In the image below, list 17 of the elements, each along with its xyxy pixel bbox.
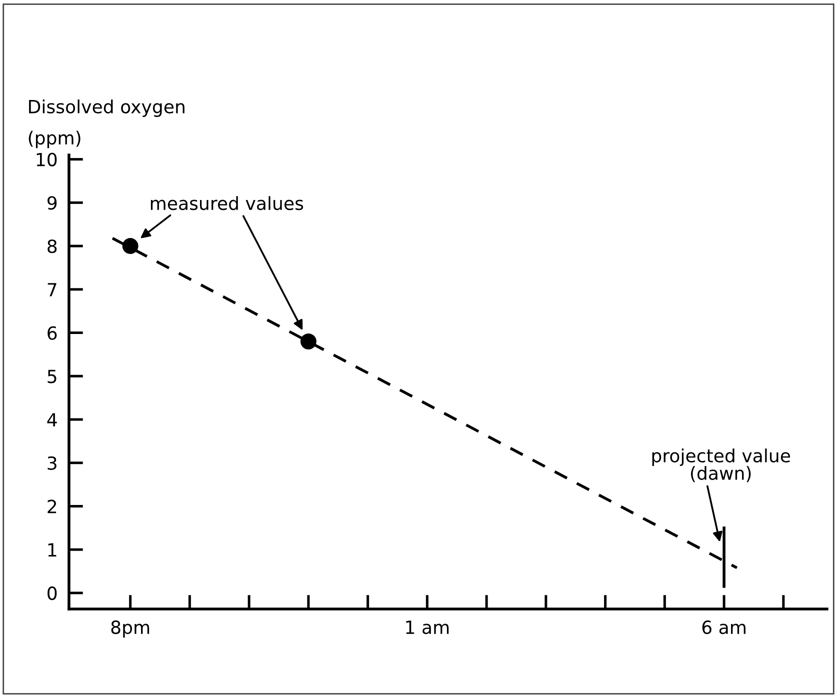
x-tick-label: 6 am [702,620,746,634]
y-tick-label: 9 [48,196,57,210]
y-axis-title: Dissolved oxygen (ppm) [28,99,184,148]
y-tick-label: 3 [48,456,56,470]
annotation: projected value (dawn) [652,448,790,482]
y-tick-label: 0 [48,586,57,600]
y-tick-label: 1 [48,543,56,556]
y-tick-label: 5 [48,370,56,384]
y-tick-label: 8 [48,239,57,254]
y-tick-label: 4 [47,413,57,426]
annotation: measured values [150,196,304,210]
x-tick-label: 8pm [111,620,150,638]
y-tick-label: 7 [48,283,56,296]
y-tick-label: 6 [48,326,57,340]
y-tick-label: 2 [48,500,56,514]
y-tick-label: 10 [36,152,57,166]
x-tick-label: 1 am [406,620,449,634]
